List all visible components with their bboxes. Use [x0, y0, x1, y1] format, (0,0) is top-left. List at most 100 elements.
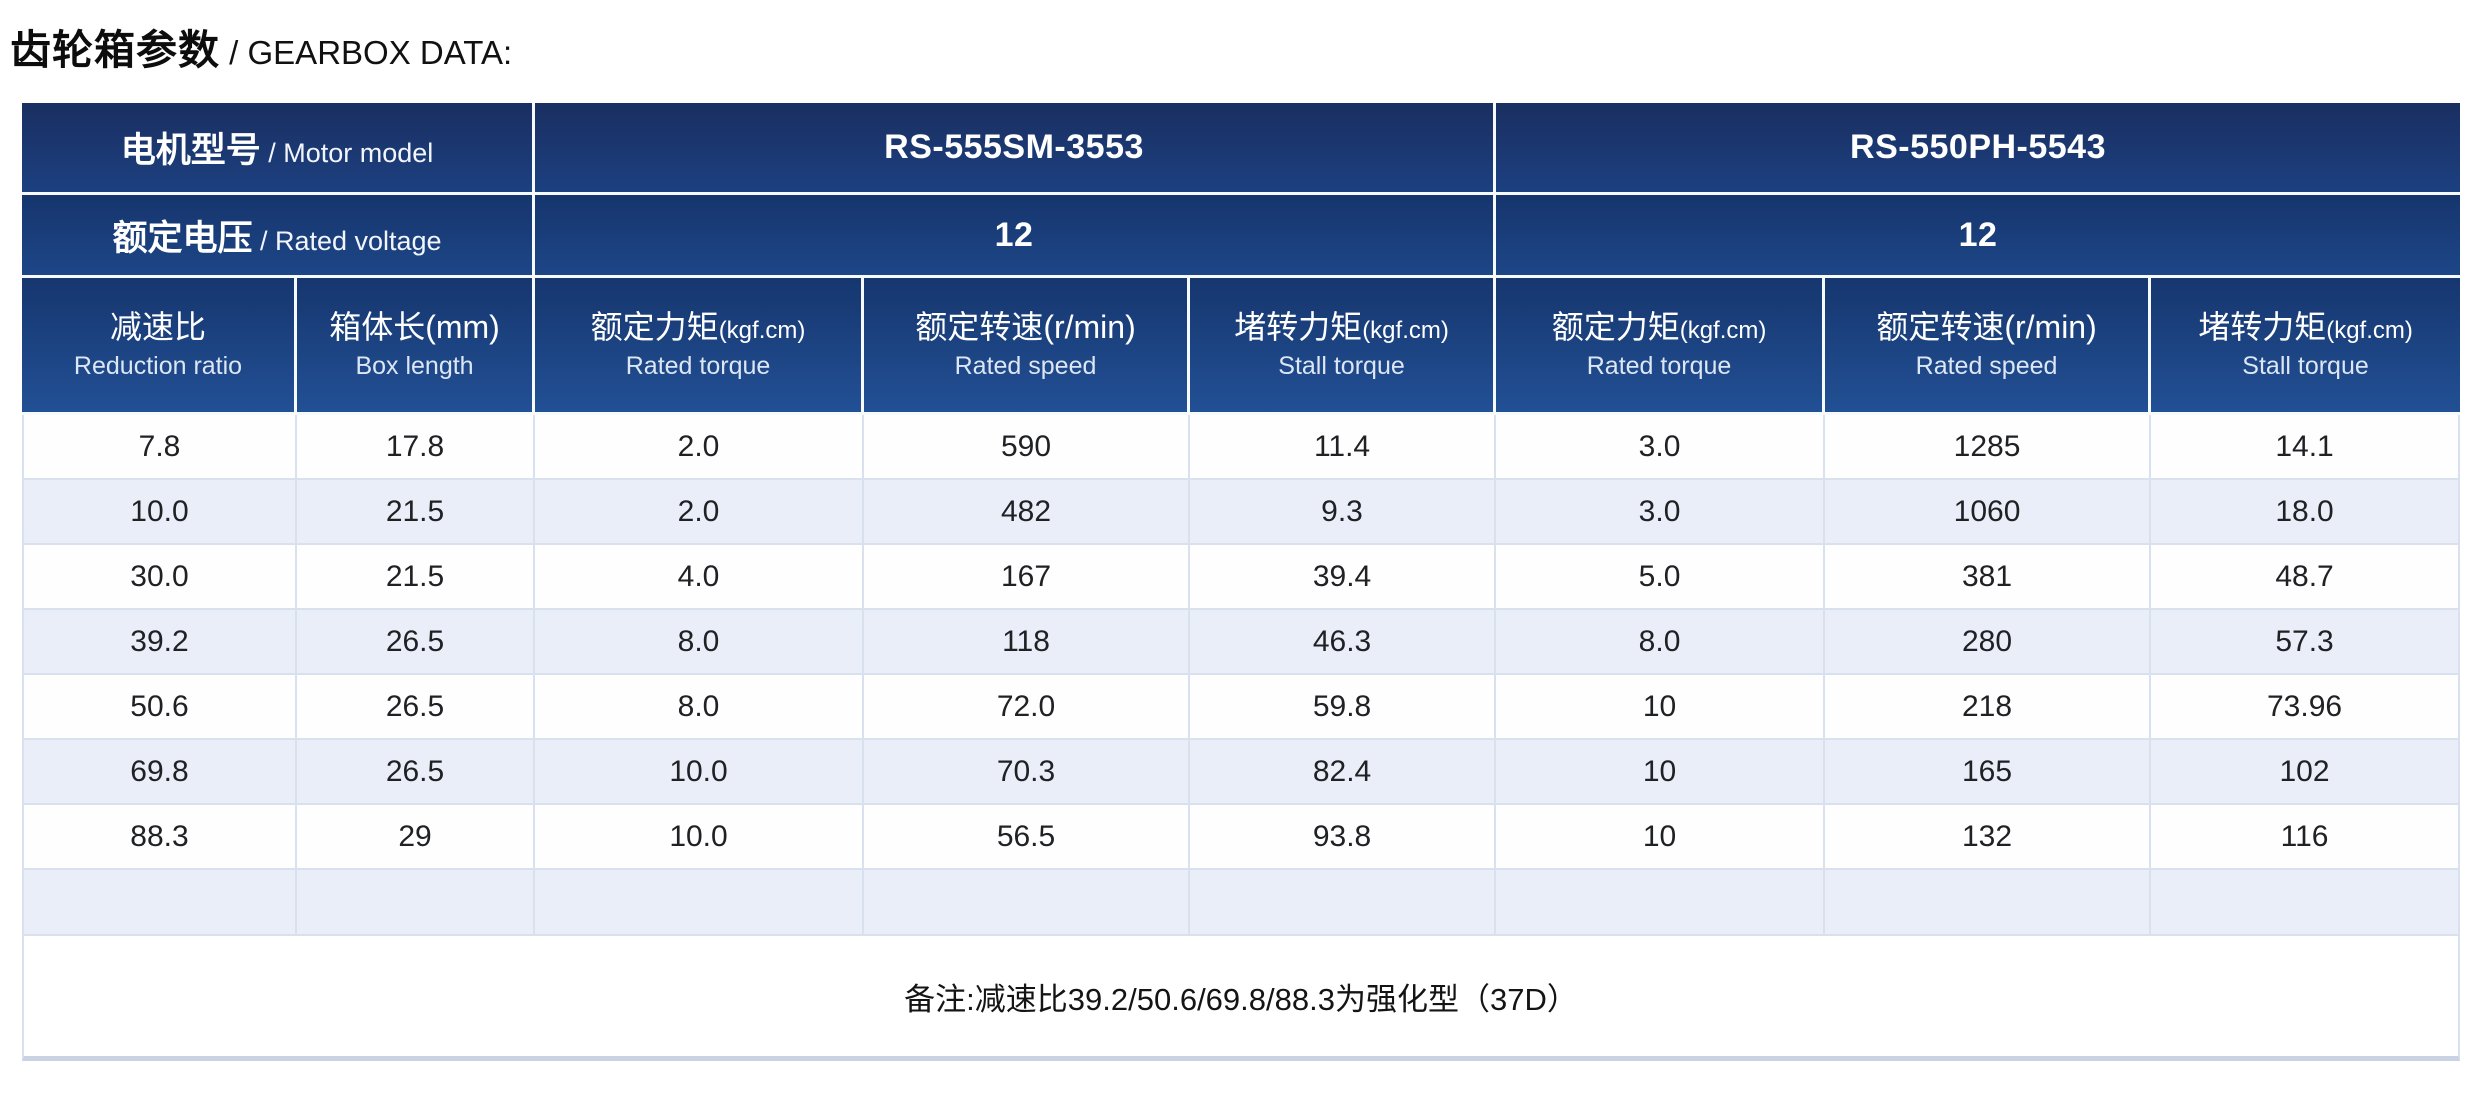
table-cell: 17.8	[297, 415, 536, 480]
rated-voltage-label-en: / Rated voltage	[252, 225, 442, 256]
empty-cell	[2151, 870, 2461, 936]
gearbox-table: 电机型号 / Motor model RS-555SM-3553 RS-550P…	[22, 103, 2461, 1061]
table-cell: 14.1	[2151, 415, 2461, 480]
table-cell: 26.5	[297, 610, 536, 675]
table-cell: 167	[864, 545, 1191, 610]
table-cell: 82.4	[1190, 740, 1497, 805]
col-header-line1: 堵转力矩(kgf.cm)	[1234, 309, 1449, 346]
col-header-line1: 减速比	[109, 309, 206, 346]
table-cell: 7.8	[22, 415, 297, 480]
col-header-en: Box length	[355, 351, 474, 380]
table-row: 30.0 21.5 4.0 167 39.4 5.0 381 48.7	[22, 545, 2461, 610]
col-header-en: Reduction ratio	[73, 351, 243, 380]
col-header-stall-torque-2: 堵转力矩(kgf.cm) Stall torque	[2151, 278, 2461, 415]
rated-voltage-2: 12	[1496, 195, 2461, 278]
col-header-en: Stall torque	[2242, 351, 2369, 380]
table-cell: 50.6	[22, 675, 297, 740]
table-cell: 9.3	[1190, 480, 1497, 545]
motor-model-label-zh: 电机型号	[120, 131, 261, 170]
empty-cell	[535, 870, 865, 936]
motor-model-1: RS-555SM-3553	[535, 103, 1497, 195]
table-row: 7.8 17.8 2.0 590 11.4 3.0 1285 14.1	[22, 415, 2461, 480]
table-cell: 5.0	[1496, 545, 1826, 610]
table-row: 88.3 29 10.0 56.5 93.8 10 132 116	[22, 805, 2461, 870]
col-header-en: Rated speed	[1915, 351, 2058, 380]
table-cell: 10.0	[22, 480, 297, 545]
empty-cell	[1496, 870, 1826, 936]
table-cell: 8.0	[535, 675, 865, 740]
table-cell: 10.0	[535, 805, 865, 870]
page-title: 齿轮箱参数 / GEARBOX DATA:	[10, 16, 2486, 76]
table-cell: 46.3	[1190, 610, 1497, 675]
table-cell: 132	[1825, 805, 2152, 870]
col-header-en: Rated torque	[625, 351, 771, 380]
table-cell: 10.0	[535, 740, 865, 805]
header-row-motor-model: 电机型号 / Motor model RS-555SM-3553 RS-550P…	[22, 103, 2461, 195]
table-row: 39.2 26.5 8.0 118 46.3 8.0 280 57.3	[22, 610, 2461, 675]
table-cell: 93.8	[1190, 805, 1497, 870]
col-header-line1: 箱体长(mm)	[329, 309, 500, 346]
motor-model-label: 电机型号 / Motor model	[22, 103, 536, 195]
table-cell: 57.3	[2151, 610, 2461, 675]
table-cell: 218	[1825, 675, 2152, 740]
table-cell: 29	[297, 805, 536, 870]
table-cell: 3.0	[1496, 480, 1826, 545]
table-cell: 26.5	[297, 675, 536, 740]
page-title-zh: 齿轮箱参数	[10, 27, 220, 73]
table-cell: 69.8	[22, 740, 297, 805]
header-row-rated-voltage: 额定电压 / Rated voltage 12 12	[22, 195, 2461, 278]
note-row: 备注:减速比39.2/50.6/69.8/88.3为强化型（37D）	[22, 936, 2461, 1061]
motor-model-label-en: / Motor model	[260, 138, 434, 168]
empty-cell	[297, 870, 536, 936]
col-header-line1: 额定力矩(kgf.cm)	[590, 309, 806, 346]
table-cell: 30.0	[22, 545, 297, 610]
col-header-rated-torque-2: 额定力矩(kgf.cm) Rated torque	[1496, 278, 1826, 415]
table-cell: 10	[1496, 740, 1826, 805]
table-cell: 102	[2151, 740, 2461, 805]
table-cell: 590	[864, 415, 1191, 480]
empty-cell	[22, 870, 297, 936]
table-cell: 381	[1825, 545, 2152, 610]
col-header-line1: 额定转速(r/min)	[915, 309, 1136, 346]
table-cell: 48.7	[2151, 545, 2461, 610]
empty-cell	[1825, 870, 2152, 936]
col-header-line1: 额定转速(r/min)	[1876, 309, 2097, 346]
col-header-rated-speed-2: 额定转速(r/min) Rated speed	[1825, 278, 2152, 415]
table-cell: 70.3	[864, 740, 1191, 805]
col-header-en: Stall torque	[1278, 351, 1405, 380]
gearbox-datasheet-page: { "title": { "zh": "齿轮箱参数", "en": " / GE…	[0, 16, 2486, 1112]
table-cell: 4.0	[535, 545, 865, 610]
col-header-rated-speed-1: 额定转速(r/min) Rated speed	[864, 278, 1191, 415]
table-cell: 88.3	[22, 805, 297, 870]
table-cell: 10	[1496, 805, 1826, 870]
table-cell: 1285	[1825, 415, 2152, 480]
empty-cell	[1190, 870, 1497, 936]
empty-cell	[864, 870, 1191, 936]
table-cell: 18.0	[2151, 480, 2461, 545]
col-header-line1: 堵转力矩(kgf.cm)	[2198, 309, 2413, 346]
rated-voltage-1: 12	[535, 195, 1497, 278]
empty-row	[22, 870, 2461, 936]
table-row: 50.6 26.5 8.0 72.0 59.8 10 218 73.96	[22, 675, 2461, 740]
table-cell: 2.0	[535, 415, 865, 480]
table-cell: 72.0	[864, 675, 1191, 740]
table-cell: 59.8	[1190, 675, 1497, 740]
table-cell: 21.5	[297, 545, 536, 610]
table-cell: 1060	[1825, 480, 2152, 545]
table-cell: 8.0	[535, 610, 865, 675]
table-cell: 118	[864, 610, 1191, 675]
table-cell: 280	[1825, 610, 2152, 675]
table-cell: 73.96	[2151, 675, 2461, 740]
header-row-columns: 减速比 Reduction ratio 箱体长(mm) Box length 额…	[22, 278, 2461, 415]
table-cell: 482	[864, 480, 1191, 545]
table-cell: 56.5	[864, 805, 1191, 870]
table-cell: 116	[2151, 805, 2461, 870]
table-cell: 8.0	[1496, 610, 1826, 675]
table-cell: 39.4	[1190, 545, 1497, 610]
rated-voltage-label-zh: 额定电压	[112, 218, 253, 258]
table-cell: 11.4	[1190, 415, 1497, 480]
table-cell: 2.0	[535, 480, 865, 545]
table-row: 10.0 21.5 2.0 482 9.3 3.0 1060 18.0	[22, 480, 2461, 545]
table-cell: 26.5	[297, 740, 536, 805]
col-header-rated-torque-1: 额定力矩(kgf.cm) Rated torque	[535, 278, 865, 415]
